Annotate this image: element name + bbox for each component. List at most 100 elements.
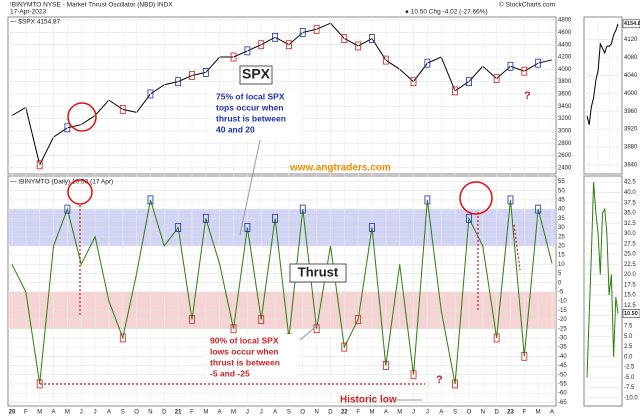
y-tick-label: -45 — [558, 363, 567, 369]
y-tick-label: -55 — [558, 381, 567, 387]
y-tick-label: 3000 — [558, 128, 572, 134]
turn-marker — [230, 324, 237, 334]
y-tick-label: 0 — [558, 280, 562, 286]
question: ? — [524, 90, 531, 102]
x-tick-label: M — [536, 410, 541, 416]
site: www.angtraders.com — [289, 163, 391, 174]
y-tick-label: 30.0 — [624, 231, 636, 237]
y-tick-label: 4800 — [558, 18, 572, 24]
x-tick-label: J — [412, 410, 415, 416]
y-tick-label: -20 — [558, 317, 567, 323]
y-tick-label: 22.5 — [624, 262, 636, 268]
turn-marker — [452, 86, 458, 96]
y-tick-label: 3920 — [624, 127, 638, 133]
x-tick-label: 23 — [507, 410, 514, 416]
y-tick-label: 20.0 — [624, 272, 636, 278]
turn-marker — [424, 58, 431, 68]
y-tick-label: 4120 — [624, 37, 638, 43]
turn-marker — [466, 77, 472, 87]
x-tick-label: N — [148, 410, 152, 416]
turn-marker — [64, 123, 71, 133]
y-tick-label: 3840 — [624, 163, 638, 169]
y-tick-label: 30 — [558, 225, 565, 231]
x-tick-label: N — [314, 410, 318, 416]
x-tick-label: M — [65, 410, 70, 416]
x-tick-label: F — [522, 410, 526, 416]
y-tick-label: -60 — [558, 391, 567, 397]
turn-marker — [507, 61, 514, 71]
x-tick-label: D — [494, 410, 499, 416]
tops-pointer — [239, 139, 261, 236]
turn-marker — [535, 58, 542, 68]
x-tick-label: A — [384, 410, 388, 416]
turn-marker — [175, 77, 182, 87]
y-tick-label: 37.5 — [624, 200, 636, 206]
turn-marker — [36, 379, 43, 389]
y-tick-label: -10 — [558, 299, 567, 305]
credit: © StockCharts.com — [499, 1, 555, 9]
turn-marker — [424, 195, 431, 205]
lows-line: -5 and -25 — [210, 368, 250, 378]
dashed-arrow — [513, 224, 521, 271]
y-tick-label: -10.0 — [624, 395, 638, 401]
x-tick-label: D — [162, 410, 167, 416]
y-tick-label: 10 — [558, 262, 565, 268]
y-tick-label: 50 — [558, 188, 565, 194]
turn-marker — [147, 195, 154, 205]
spx-box — [239, 65, 273, 85]
turn-marker — [244, 46, 251, 56]
turn-marker — [147, 89, 154, 99]
y-tick-label: 45 — [558, 197, 565, 203]
x-tick-label: J — [94, 410, 97, 416]
turn-marker — [230, 52, 237, 62]
y-tick-label: -40 — [558, 354, 567, 360]
x-tick-label: O — [134, 410, 139, 416]
x-tick-label: O — [300, 410, 305, 416]
highlight-circle — [67, 179, 93, 205]
y-tick-label: 3400 — [558, 104, 572, 110]
x-tick-label: A — [550, 410, 554, 416]
y-tick-label: 35 — [558, 216, 565, 222]
thrust-box — [289, 263, 347, 283]
y-tick-label: 15 — [558, 253, 565, 259]
x-tick-label: A — [52, 410, 56, 416]
turn-marker — [272, 32, 278, 42]
spx-text: SPX — [242, 66, 271, 82]
x-tick-label: D — [328, 410, 333, 416]
x-tick-label: A — [273, 410, 277, 416]
y-tick-label: 0.0 — [624, 354, 633, 360]
y-tick-label: 4000 — [558, 67, 572, 73]
y-tick-label: 5.0 — [624, 334, 633, 340]
historic-low: Historic low — [340, 395, 397, 406]
turn-marker — [299, 27, 306, 37]
y-tick-label: 17.5 — [624, 282, 636, 288]
x-tick-label: 20 — [9, 410, 16, 416]
turn-marker — [202, 213, 209, 223]
turn-marker — [355, 315, 362, 324]
y-tick-label: 25.0 — [624, 252, 636, 258]
turn-marker — [410, 77, 417, 87]
x-tick-label: M — [203, 410, 208, 416]
y-tick-label: 40.0 — [624, 190, 636, 196]
turn-marker — [64, 204, 71, 214]
thrust-legend: — !BINYMTO (Daily) 10.50 (17 Apr) — [10, 179, 113, 186]
turn-marker — [382, 361, 389, 370]
tops-line: tops occur when — [216, 102, 284, 112]
turn-marker — [299, 204, 306, 214]
x-tick-label: F — [190, 410, 194, 416]
plot-layer: 2400 2600 2800 3000 3200 3400 3600 3800 4000 4200… — [8, 17, 640, 416]
turn-marker — [521, 351, 528, 361]
turn-marker — [369, 34, 375, 43]
turn-marker — [258, 315, 265, 324]
turn-marker — [410, 370, 417, 380]
header-title: !BINYMTO NYSE - Market Thrust Oscillator… — [10, 2, 173, 9]
x-tick-label: A — [218, 410, 222, 416]
turn-marker — [369, 223, 375, 232]
y-tick-label: -30 — [558, 335, 567, 341]
y-tick-label: 2400 — [558, 165, 572, 171]
last-value-box — [622, 19, 640, 29]
y-tick-label: 35.0 — [624, 211, 636, 217]
x-tick-label: J — [260, 410, 263, 416]
y-tick-label: 2800 — [558, 141, 572, 147]
spx-panel — [7, 16, 557, 175]
